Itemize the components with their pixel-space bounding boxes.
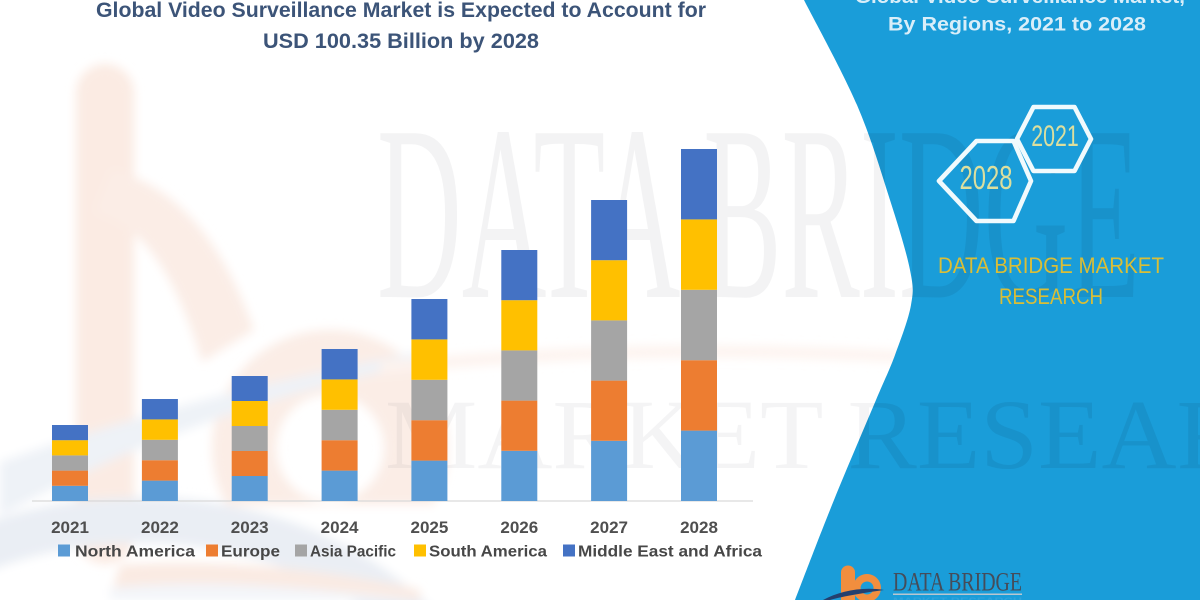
- svg-text:South America: South America: [429, 544, 547, 561]
- svg-text:Global Video Surveillance Mark: Global Video Surveillance Market,: [855, 0, 1185, 8]
- svg-text:2027: 2027: [590, 518, 628, 537]
- svg-text:2026: 2026: [500, 518, 538, 537]
- svg-text:2025: 2025: [410, 518, 448, 537]
- svg-text:Global Video Surveillance Mark: Global Video Surveillance Market is Expe…: [96, 0, 706, 22]
- svg-text:USD 100.35 Billion by 2028: USD 100.35 Billion by 2028: [263, 30, 539, 53]
- svg-text:Asia Pacific: Asia Pacific: [310, 544, 396, 561]
- svg-text:MARKET RESEARCH: MARKET RESEARCH: [893, 596, 1022, 600]
- svg-text:Europe: Europe: [221, 544, 280, 561]
- svg-text:2021: 2021: [1031, 118, 1078, 153]
- svg-text:Middle East and Africa: Middle East and Africa: [578, 544, 762, 561]
- svg-text:By Regions, 2021 to 2028: By Regions, 2021 to 2028: [888, 15, 1146, 36]
- svg-text:DATA BRIDGE: DATA BRIDGE: [893, 568, 1022, 597]
- svg-text:2024: 2024: [321, 518, 359, 537]
- svg-text:RESEARCH: RESEARCH: [999, 284, 1103, 309]
- svg-text:2028: 2028: [960, 160, 1013, 197]
- svg-text:2021: 2021: [51, 518, 89, 537]
- svg-text:2028: 2028: [680, 518, 718, 537]
- svg-text:DATA BRIDGE MARKET: DATA BRIDGE MARKET: [938, 253, 1164, 278]
- svg-text:2023: 2023: [231, 518, 269, 537]
- svg-text:North America: North America: [75, 544, 195, 561]
- svg-text:2022: 2022: [141, 518, 179, 537]
